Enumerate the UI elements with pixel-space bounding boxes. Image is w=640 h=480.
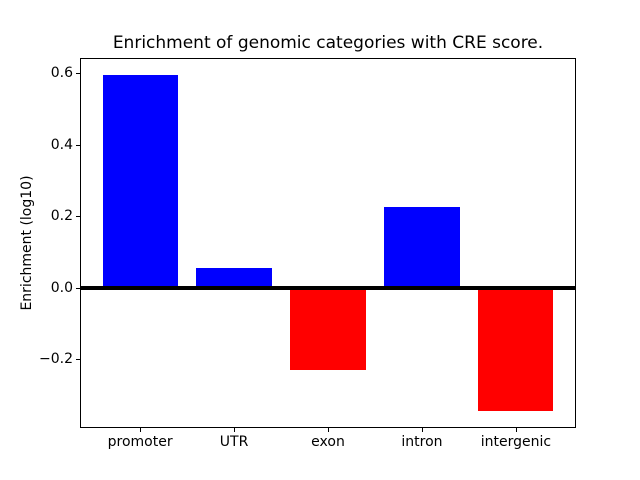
y-tick-mark — [76, 73, 80, 75]
bar-exon — [290, 287, 366, 371]
y-tick-label: 0.0 — [50, 279, 73, 296]
bar-intergenic — [478, 287, 554, 412]
x-tick-label-exon: exon — [311, 434, 345, 450]
y-tick-mark — [76, 144, 80, 146]
x-tick-mark — [234, 428, 236, 432]
x-tick-mark — [515, 428, 517, 432]
plot-area — [80, 58, 576, 428]
x-tick-label-intergenic: intergenic — [480, 434, 552, 450]
zero-line — [81, 285, 575, 290]
chart-title: Enrichment of genomic categories with CR… — [112, 33, 544, 53]
x-tick-label-UTR: UTR — [219, 434, 249, 450]
x-tick-label-promoter: promoter — [107, 434, 173, 450]
y-tick-label: 0.6 — [50, 65, 73, 82]
bar-UTR — [196, 268, 272, 288]
x-tick-mark — [328, 428, 329, 432]
y-tick-label: 0.4 — [50, 136, 73, 153]
x-tick-label-intron: intron — [401, 434, 443, 450]
y-tick-label: −0.2 — [39, 351, 73, 368]
x-tick-mark — [421, 428, 423, 432]
bar-promoter — [102, 74, 178, 288]
y-tick-mark — [76, 287, 80, 289]
y-tick-mark — [76, 359, 80, 361]
x-tick-mark — [140, 428, 142, 432]
y-tick-label: 0.2 — [50, 208, 73, 225]
y-tick-mark — [76, 216, 80, 218]
bar-intron — [384, 207, 460, 288]
